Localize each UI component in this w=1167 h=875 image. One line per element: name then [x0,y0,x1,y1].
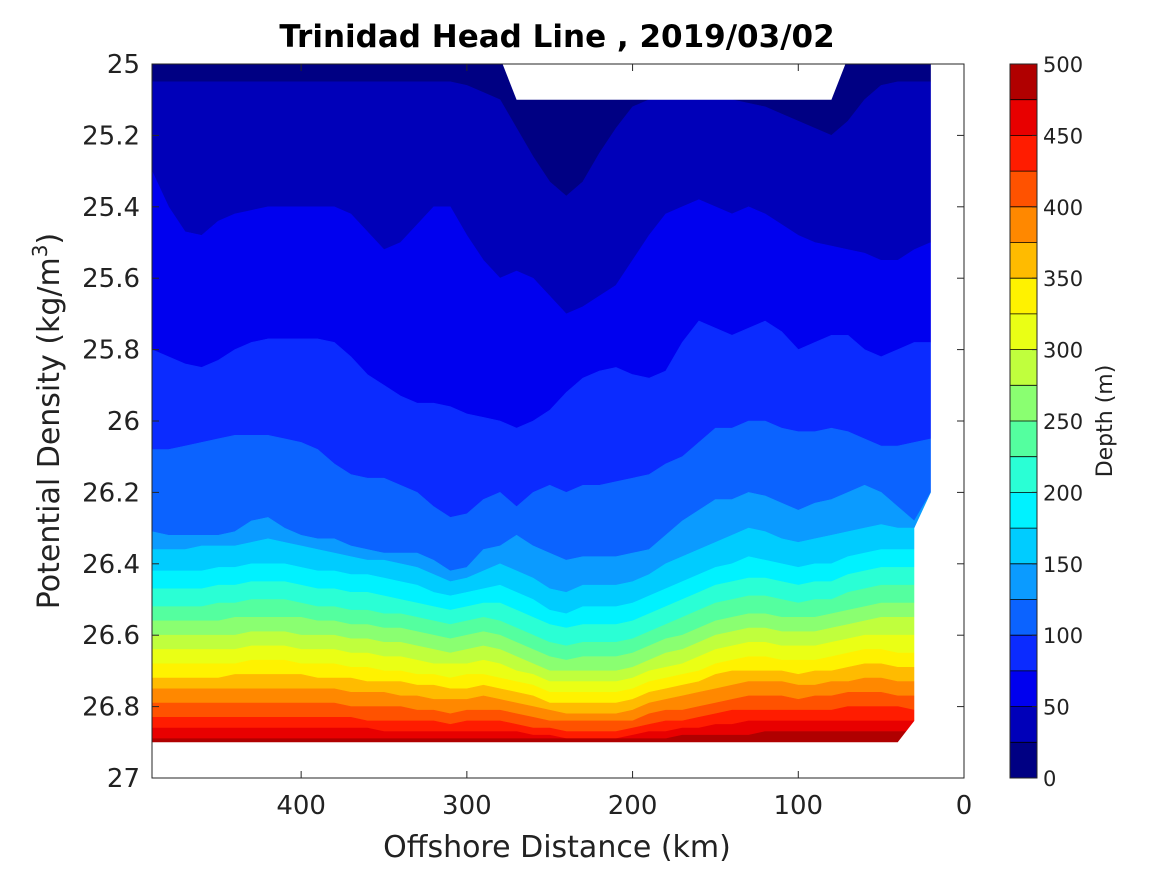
colorbar-segment [1009,242,1038,279]
colorbar-segment [1009,277,1038,315]
colorbar-segment [1009,206,1038,243]
y-tick-label: 26 [107,407,140,437]
no-data-top-gap [502,64,846,100]
colorbar: 0 50 100 150 200 250 300 350 400 450 500 [1009,53,1083,791]
y-tick-label: 26.2 [82,478,140,508]
colorbar-segment [1009,63,1038,100]
colorbar-segment [1009,135,1038,172]
data-mask [152,64,964,778]
colorbar-label: Depth (m) [1093,365,1118,478]
colorbar-segment [1009,99,1038,136]
colorbar-segment [1009,527,1038,565]
chart-title: Trinidad Head Line , 2019/03/02 [279,19,834,55]
x-axis-label: Offshore Distance (km) [383,830,731,865]
y-axis-label: Potential Density (kg/m3) [28,233,67,609]
colorbar-segment [1009,492,1038,529]
colorbar-tick-label: 350 [1043,267,1083,291]
colorbar-segment [1009,456,1038,493]
y-tick-label: 26.4 [82,550,140,580]
colorbar-segment [1009,349,1038,386]
colorbar-segment [1009,742,1038,779]
colorbar-segment [1009,634,1038,672]
contour-bands [152,64,932,743]
y-axis-label-close: ) [32,233,67,245]
y-tick-label: 25.2 [82,121,140,151]
y-tick-label: 26.8 [82,693,140,723]
y-tick-label: 25.4 [82,193,140,223]
colorbar-tick-label: 100 [1043,624,1083,648]
x-tick-label: 0 [956,791,973,821]
x-tick-label: 200 [608,791,658,821]
y-tick-label: 27 [107,764,140,794]
y-axis: 25 25.2 25.4 25.6 25.8 26 26.2 26.4 26.6 26.8 27 [82,50,964,794]
colorbar-segment [1009,170,1038,208]
y-axis-label-main: Potential Density (kg/m [32,257,67,609]
colorbar-tick-label: 150 [1043,553,1083,577]
y-tick-label: 25.6 [82,264,140,294]
colorbar-segment [1009,706,1038,743]
colorbar-tick-label: 450 [1043,124,1083,148]
colorbar-tick-label: 50 [1043,696,1070,720]
colorbar-segment [1009,670,1038,707]
colorbar-tick-label: 250 [1043,410,1083,434]
x-axis: 400 300 200 100 0 [276,64,972,821]
colorbar-segment [1009,385,1038,422]
x-tick-label: 100 [773,791,823,821]
y-tick-label: 25 [107,50,140,80]
contour-band [152,731,932,743]
x-tick-label: 400 [276,791,326,821]
colorbar-tick-label: 500 [1043,53,1083,77]
colorbar-segment [1009,563,1038,600]
colorbar-tick-label: 300 [1043,339,1083,363]
y-tick-label: 25.8 [82,336,140,366]
colorbar-segment [1009,599,1038,636]
x-tick-label: 300 [442,791,492,821]
colorbar-tick-label: 200 [1043,481,1083,505]
colorbar-tick-label: 0 [1043,767,1056,791]
colorbar-segment [1009,313,1038,350]
colorbar-tick-label: 400 [1043,196,1083,220]
y-tick-label: 26.6 [82,621,140,651]
colorbar-segment [1009,420,1038,457]
plot-area: 25 25.2 25.4 25.6 25.8 26 26.2 26.4 26.6 26.8 27 4… [82,50,972,821]
y-axis-label-superscript: 3 [28,244,52,257]
